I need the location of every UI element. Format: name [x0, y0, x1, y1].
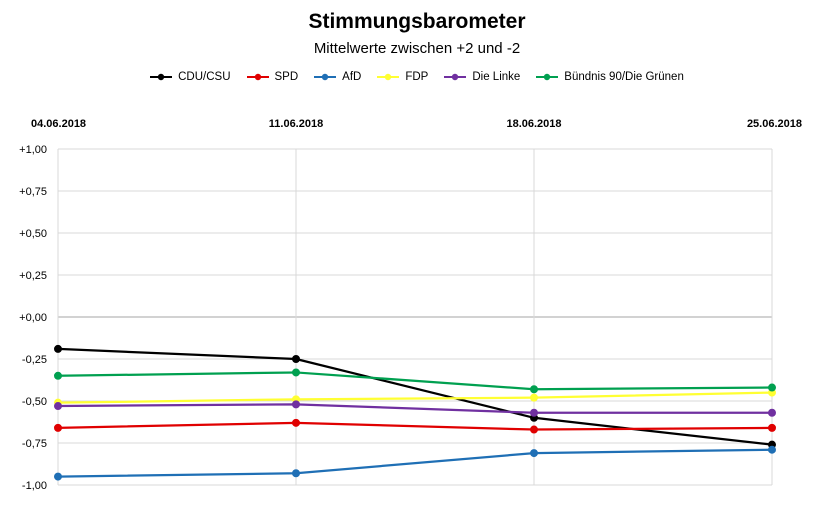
x-tick-label: 18.06.2018 — [506, 118, 561, 130]
series-line — [57, 391, 773, 404]
y-tick-label: +0,00 — [19, 312, 47, 324]
y-tick-label: -0,25 — [22, 354, 47, 366]
y-tick-label: +0,25 — [19, 270, 47, 282]
legend-item: Bündnis 90/Die Grünen — [536, 71, 684, 83]
legend-label: Die Linke — [472, 71, 521, 83]
legend-item: FDP — [377, 71, 428, 83]
y-tick-label: -0,75 — [22, 438, 47, 450]
series-line — [57, 371, 773, 391]
chart-subtitle: Mittelwerte zwischen +2 und -2 — [313, 40, 521, 57]
data-point — [54, 402, 62, 411]
data-point — [292, 469, 300, 478]
data-point — [292, 418, 300, 427]
data-point — [54, 472, 62, 481]
y-tick-label: +0,50 — [19, 228, 47, 240]
legend-label: Bündnis 90/Die Grünen — [564, 71, 684, 83]
legend-item: CDU/CSU — [150, 71, 231, 83]
data-point — [768, 423, 776, 432]
legend-swatch — [314, 73, 337, 81]
series-line — [57, 347, 773, 446]
legend-item: SPD — [246, 71, 299, 83]
chart-legend: CDU/CSU SPD AfD FDP Die Linke Bündnis 90/Die … — [0, 71, 834, 83]
data-point — [292, 368, 300, 377]
legend-swatch — [536, 73, 559, 81]
series-line — [57, 421, 773, 431]
y-tick-label: +1,00 — [19, 144, 47, 156]
legend-label: CDU/CSU — [178, 71, 231, 83]
data-point — [530, 393, 538, 402]
y-tick-label: +0,75 — [19, 186, 47, 198]
legend-item: Die Linke — [444, 71, 520, 83]
data-point — [54, 344, 62, 353]
y-tick-label: -1,00 — [22, 480, 47, 492]
x-tick-label: 11.06.2018 — [269, 118, 323, 130]
data-point — [530, 449, 538, 458]
legend-label: FDP — [405, 71, 429, 83]
data-point — [292, 355, 300, 363]
series-line — [57, 448, 773, 478]
data-point — [768, 408, 776, 417]
x-tick-label: 04.06.2018 — [31, 118, 86, 130]
legend-label: AfD — [342, 71, 362, 83]
legend-swatch — [246, 73, 269, 81]
data-point — [54, 371, 62, 380]
legend-item: AfD — [314, 71, 361, 83]
legend-swatch — [444, 73, 467, 81]
x-tick-label: 25.06.2018 — [747, 118, 802, 130]
chart-title: Stimmungsbarometer — [308, 10, 526, 33]
y-tick-label: -0,50 — [22, 396, 47, 408]
legend-swatch — [150, 73, 173, 81]
series-line — [57, 403, 772, 414]
data-point — [530, 408, 538, 417]
data-point — [530, 425, 538, 434]
data-point — [292, 400, 300, 409]
data-point — [54, 423, 62, 432]
legend-label: SPD — [274, 71, 299, 83]
data-point — [768, 383, 776, 392]
data-point — [768, 445, 776, 454]
data-point — [530, 385, 538, 394]
legend-swatch — [377, 73, 400, 81]
